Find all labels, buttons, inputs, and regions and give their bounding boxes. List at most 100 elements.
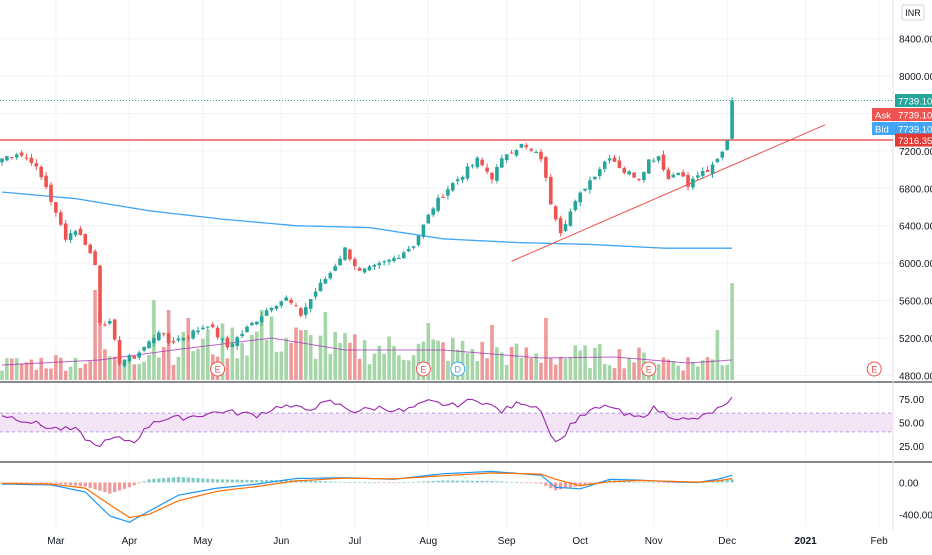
volume-bar <box>549 358 553 380</box>
macd-histogram-bar <box>578 482 582 486</box>
bid-label: Bid <box>875 124 889 135</box>
macd-histogram-bar <box>720 480 724 483</box>
volume-bar <box>59 357 63 380</box>
macd-histogram-bar <box>554 482 558 491</box>
candle-body <box>318 282 323 292</box>
moving-average-layer <box>1 191 733 249</box>
candle-body <box>215 327 220 338</box>
macd-histogram-bar <box>98 482 102 491</box>
event-marker[interactable] <box>450 361 466 377</box>
volume-bar <box>622 368 627 380</box>
macd-histogram-bar <box>470 480 474 483</box>
candle-body <box>171 341 176 343</box>
macd-histogram-bar <box>495 481 499 483</box>
volume-bar <box>637 347 641 380</box>
candle-body <box>44 175 48 188</box>
time-tick-label: Oct <box>572 536 588 547</box>
volume-bar <box>686 357 690 380</box>
candle-body <box>279 301 284 306</box>
volume-bar <box>607 365 612 380</box>
candle-body <box>225 337 230 348</box>
macd-histogram-bar <box>583 482 587 485</box>
macd-histogram-bar <box>676 482 680 484</box>
candle-body <box>710 164 715 174</box>
candle-body <box>397 258 401 260</box>
volume-ma-line <box>1 337 733 366</box>
volume-bar <box>44 368 48 380</box>
candle-body <box>568 211 573 226</box>
candle-body <box>304 307 308 315</box>
volume-bar <box>627 357 631 380</box>
candle-body <box>421 224 426 237</box>
macd-histogram-bar <box>431 480 435 483</box>
event-marker[interactable] <box>210 361 226 377</box>
volume-bar <box>372 353 377 380</box>
macd-histogram-bar <box>147 479 151 483</box>
price-tick-label: 6800.00 <box>899 184 932 195</box>
volume-bar <box>78 367 83 380</box>
candle-body <box>573 201 578 211</box>
volume-bar <box>313 358 318 380</box>
macd-histogram-bar <box>407 482 411 483</box>
candle-body <box>514 150 519 156</box>
currency-label: INR <box>905 8 921 18</box>
candle-body <box>602 161 607 169</box>
candle-body <box>29 157 34 164</box>
macd-histogram-bar <box>181 477 185 483</box>
volume-bar <box>83 363 88 380</box>
price-tick-label: 7200.00 <box>899 147 932 158</box>
candle-body <box>108 321 112 324</box>
event-marker[interactable] <box>415 361 431 377</box>
volume-bar <box>710 359 715 380</box>
macd-histogram-bar <box>387 482 391 484</box>
macd-histogram-bar <box>534 482 538 484</box>
candle-body <box>161 333 166 335</box>
candle-body <box>529 148 533 151</box>
candle-body <box>362 268 367 273</box>
volume-bar <box>220 323 225 380</box>
event-marker[interactable] <box>866 361 882 377</box>
rsi-tick-label: 25.00 <box>899 442 924 453</box>
candle-body <box>14 154 19 158</box>
volume-bar <box>436 340 440 380</box>
candle-body <box>676 172 680 175</box>
candle-body <box>176 338 181 341</box>
candle-body <box>549 176 553 205</box>
volume-bar <box>539 362 543 380</box>
volume-bar <box>558 356 563 380</box>
candle-body <box>451 183 455 191</box>
event-label: E <box>871 365 877 375</box>
volume-bar <box>137 364 141 380</box>
candle-body <box>59 212 63 225</box>
candle-body <box>377 263 382 266</box>
signal-line <box>1 472 733 519</box>
event-marker[interactable] <box>641 361 657 377</box>
macd-histogram-bar <box>456 480 460 483</box>
macd-histogram-bar <box>88 482 92 488</box>
price-tick-label: 5600.00 <box>899 297 932 308</box>
macd-histogram-bar <box>730 479 734 483</box>
bid-value: 7739.10 <box>898 124 932 135</box>
volume-bar <box>696 366 700 380</box>
volume-bar <box>451 337 455 380</box>
volume-bar <box>387 336 391 380</box>
candle-body <box>196 330 200 333</box>
volume-bar <box>676 365 680 380</box>
volume-bar <box>357 358 362 380</box>
candle-body <box>308 298 313 309</box>
macd-histogram-bar <box>201 478 205 483</box>
volume-bar <box>465 353 470 380</box>
candles-layer <box>0 97 734 368</box>
volume-bar <box>426 323 431 380</box>
candle-body <box>651 160 656 162</box>
macd-histogram-bar <box>338 481 342 483</box>
macd-histogram-bar <box>132 482 136 486</box>
macd-histogram-bar <box>652 482 656 484</box>
macd-histogram-bar <box>514 482 519 483</box>
volume-bar <box>490 325 494 380</box>
macd-histogram-bar <box>480 480 484 483</box>
macd-histogram-bar <box>304 480 308 483</box>
